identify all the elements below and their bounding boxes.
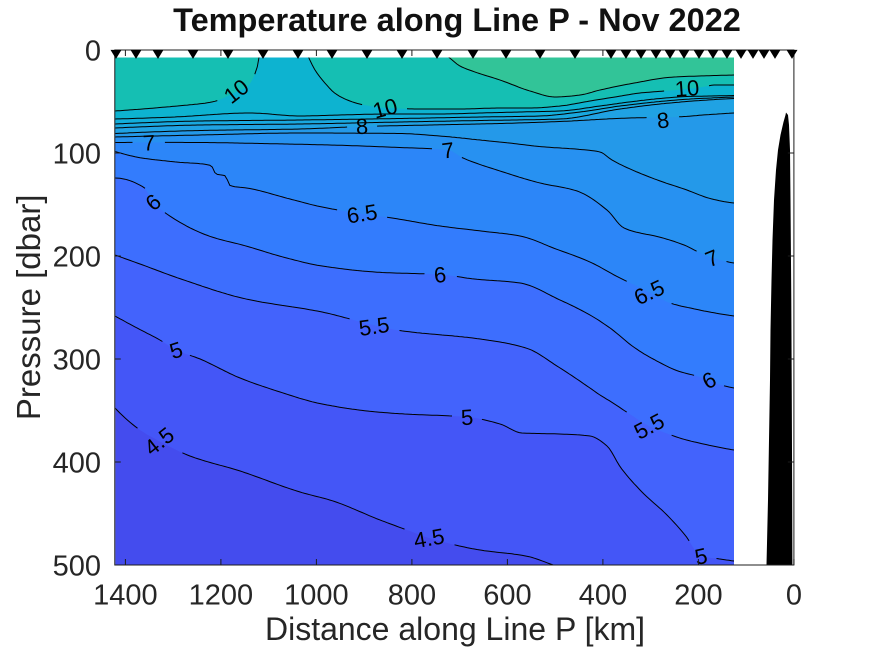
svg-text:800: 800 [388, 580, 436, 612]
svg-text:0: 0 [85, 36, 101, 68]
svg-text:100: 100 [53, 139, 101, 171]
svg-text:Temperature along Line P - Nov: Temperature along Line P - Nov 2022 [173, 2, 741, 38]
svg-text:400: 400 [53, 448, 101, 480]
svg-text:1000: 1000 [284, 580, 349, 612]
svg-text:Distance along Line P [km]: Distance along Line P [km] [265, 611, 645, 647]
svg-text:500: 500 [53, 551, 101, 583]
svg-text:5: 5 [460, 405, 474, 431]
svg-text:6: 6 [433, 262, 448, 288]
svg-text:600: 600 [483, 580, 531, 612]
svg-text:5.5: 5.5 [357, 312, 391, 341]
svg-text:Pressure [dbar]: Pressure [dbar] [10, 194, 47, 420]
svg-text:8: 8 [355, 114, 369, 140]
svg-text:7: 7 [440, 137, 455, 163]
svg-text:10: 10 [674, 75, 700, 102]
svg-text:200: 200 [674, 580, 722, 612]
svg-text:1400: 1400 [93, 580, 158, 612]
svg-text:8: 8 [656, 107, 671, 133]
svg-text:0: 0 [786, 580, 802, 612]
svg-text:7: 7 [142, 130, 156, 156]
svg-text:4.5: 4.5 [412, 523, 446, 553]
svg-text:200: 200 [53, 242, 101, 274]
svg-text:1200: 1200 [189, 580, 254, 612]
svg-text:300: 300 [53, 345, 101, 377]
svg-text:400: 400 [579, 580, 627, 612]
svg-text:5: 5 [692, 543, 709, 570]
svg-text:6.5: 6.5 [345, 199, 379, 228]
